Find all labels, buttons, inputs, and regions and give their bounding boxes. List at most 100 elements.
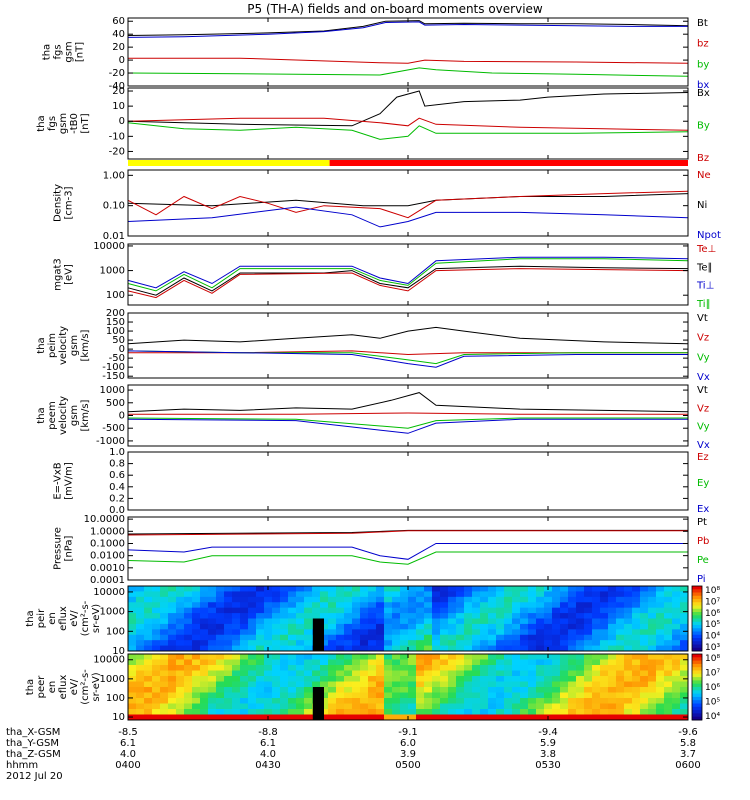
heatmap-cell (472, 709, 481, 715)
heatmap-cell (368, 607, 377, 614)
x-axis-value: -9.4 (538, 727, 558, 738)
heatmap-cell (272, 703, 281, 710)
heatmap-cell (304, 703, 313, 710)
heatmap-cell (168, 670, 177, 677)
heatmap-cell (432, 698, 441, 704)
panel-frame (127, 169, 689, 237)
heatmap-cell (176, 634, 185, 641)
heatmap-cell (152, 634, 161, 641)
heatmap-cell (304, 709, 313, 715)
heatmap-cell (272, 665, 281, 671)
y-tick-label: 0.8 (109, 459, 125, 470)
heatmap-cell (288, 640, 297, 647)
heatmap-cell (152, 613, 161, 619)
heatmap-cell (176, 602, 185, 609)
heatmap-cell (624, 687, 633, 693)
heatmap-cell (488, 629, 497, 636)
heatmap-cell (192, 623, 201, 630)
heatmap-cell (248, 670, 257, 677)
heatmap-cell (200, 698, 209, 704)
heatmap-cell (632, 645, 641, 652)
heatmap-cell (328, 654, 337, 660)
heatmap-cell (128, 586, 137, 592)
heatmap-cell (200, 607, 209, 614)
y-axis-label: mgat3 (53, 258, 64, 291)
heatmap-cell (272, 681, 281, 688)
heatmap-cell (272, 654, 281, 660)
heatmap-cell (384, 640, 393, 647)
heatmap-cell (208, 714, 217, 721)
heatmap-cell (576, 692, 585, 699)
heatmap-cell (672, 607, 681, 614)
colorbar-segment (692, 710, 702, 714)
heatmap-cell (296, 623, 305, 630)
heatmap-cell (664, 709, 673, 715)
heatmap-cell (640, 596, 649, 603)
heatmap-cell (536, 640, 545, 647)
heatmap-cell (664, 645, 673, 652)
heatmap-cell (656, 654, 665, 660)
y-tick-label: 0.6 (109, 470, 125, 481)
heatmap-cell (424, 670, 433, 677)
heatmap-cell (208, 629, 217, 636)
heatmap-cell (384, 596, 393, 603)
heatmap-cell (592, 703, 601, 710)
heatmap-cell (136, 659, 145, 666)
heatmap-cell (472, 629, 481, 636)
heatmap-cell (368, 596, 377, 603)
heatmap-cell (368, 703, 377, 710)
series-line (127, 392, 689, 413)
legend-entry: By (697, 121, 710, 132)
heatmap-cell (520, 618, 529, 625)
heatmap-cell (472, 665, 481, 671)
heatmap-cell (368, 676, 377, 682)
heatmap-cell (328, 681, 337, 688)
heatmap-cell (248, 714, 257, 721)
heatmap-cell (608, 591, 617, 598)
heatmap-cell (424, 586, 433, 592)
heatmap-cell (264, 709, 273, 715)
heatmap-cell (656, 670, 665, 677)
heatmap-cell (256, 659, 265, 666)
heatmap-cell (464, 613, 473, 619)
heatmap-cell (304, 629, 313, 636)
heatmap-cell (576, 670, 585, 677)
heatmap-cell (496, 654, 505, 660)
y-tick-label: 100 (106, 290, 125, 301)
heatmap-cell (448, 591, 457, 598)
heatmap-cell (392, 634, 401, 641)
heatmap-cell (672, 692, 681, 699)
heatmap-cell (256, 596, 265, 603)
heatmap-cell (616, 618, 625, 625)
heatmap-cell (440, 703, 449, 710)
x-axis-value: 5.9 (540, 738, 556, 749)
panel-frame (127, 384, 689, 447)
heatmap-cell (240, 596, 249, 603)
heatmap-cell (480, 670, 489, 677)
heatmap-cell (256, 645, 265, 652)
heatmap-cell (152, 596, 161, 603)
heatmap-cell (344, 698, 353, 704)
heatmap-cell (456, 640, 465, 647)
heatmap-cell (248, 703, 257, 710)
heatmap-cell (304, 640, 313, 647)
heatmap-cell (416, 645, 425, 652)
heatmap-cell (312, 586, 321, 592)
colorbar-tick-label: 10⁴ (705, 712, 720, 722)
heatmap-cell (480, 659, 489, 666)
heatmap-cell (632, 665, 641, 671)
heatmap-cell (656, 681, 665, 688)
heatmap-cell (376, 629, 385, 636)
heatmap-cell (248, 659, 257, 666)
heatmap-cell (256, 618, 265, 625)
heatmap-cell (264, 607, 273, 614)
colorbar-segment (692, 602, 702, 606)
heatmap-cell (560, 645, 569, 652)
colorbar-tick-label: 10⁵ (705, 698, 720, 708)
heatmap-cell (136, 618, 145, 625)
heatmap-cell (680, 602, 689, 609)
heatmap-cell (376, 709, 385, 715)
heatmap-cell (144, 618, 153, 625)
heatmap-cell (672, 613, 681, 619)
heatmap-cell (576, 586, 585, 592)
